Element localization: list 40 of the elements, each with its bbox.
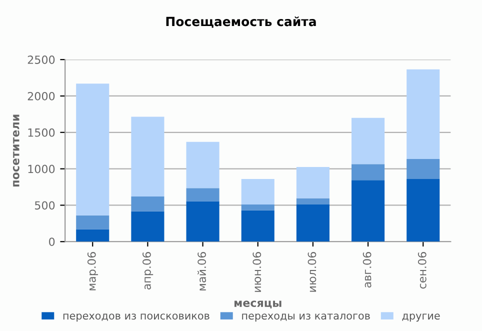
y-tick-label: 2000 [28, 92, 55, 100]
bar [406, 69, 440, 159]
x-tick-label: июл.06 [308, 252, 316, 292]
x-tick-label: май.06 [197, 252, 206, 290]
bar [186, 142, 220, 188]
bar [76, 84, 110, 216]
y-tick-label: 1500 [28, 128, 55, 137]
y-tick-label: 1000 [28, 164, 55, 174]
bar [76, 215, 110, 230]
y-tick-label: 2500 [28, 56, 55, 64]
bar [76, 229, 110, 242]
x-tick-label: сен.06 [418, 252, 426, 289]
bar [131, 196, 164, 212]
bar [406, 158, 440, 180]
bar [131, 116, 164, 196]
legend-label: другие [402, 314, 440, 322]
bar [241, 204, 274, 210]
y-tick-label: 0 [49, 238, 55, 246]
chart-title: Посещаемость сайта [166, 16, 316, 28]
x-axis-title: месяцы [234, 300, 282, 308]
x-tick-label: июн.06 [252, 252, 262, 292]
x-tick-label: апр.06 [142, 252, 154, 290]
bar [131, 211, 164, 242]
x-tick-label: мар.06 [87, 252, 98, 290]
bar [186, 188, 220, 202]
legend-label: переходов из поисковиков [63, 314, 210, 322]
bar [186, 201, 220, 242]
y-axis-title: посетители [12, 114, 20, 186]
bar [296, 204, 330, 242]
bar [352, 180, 385, 242]
bar [296, 198, 330, 204]
y-tick-label: 500 [34, 201, 55, 210]
bar [352, 118, 385, 164]
bar [241, 179, 274, 204]
bar [241, 210, 274, 242]
legend-label: переходы из каталогов [242, 314, 370, 322]
bar [406, 179, 440, 242]
x-tick-label: авг.06 [362, 252, 372, 288]
bar [352, 164, 385, 180]
bar [296, 166, 330, 198]
